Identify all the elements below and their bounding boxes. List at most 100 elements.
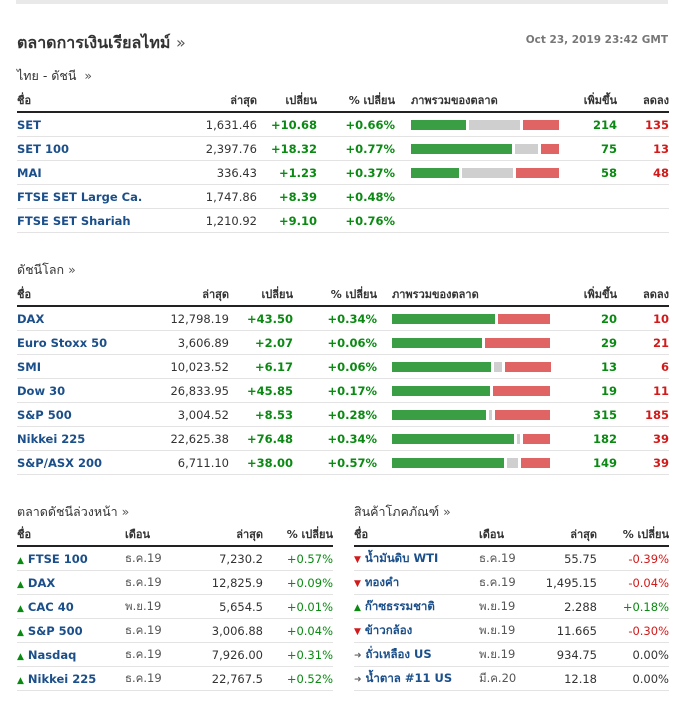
table-row[interactable]: FTSE SET Large Ca. 1,747.86 +8.39 +0.48% (17, 184, 669, 209)
page-title-arrow: » (176, 33, 186, 52)
instrument-name-link[interactable]: ถั่วเหลือง US (365, 646, 432, 661)
advance-segment (392, 361, 491, 372)
market-breadth-bar (392, 313, 550, 324)
decline-count: 135 (617, 112, 669, 137)
table-row[interactable]: ▲ DAX ธ.ค.19 12,825.9 +0.09% (17, 570, 333, 595)
table-row[interactable]: SET 1,631.46 +10.68 +0.66% 214 135 (17, 112, 669, 137)
instrument-name-link[interactable]: CAC 40 (27, 599, 74, 614)
market-breadth-bar (392, 337, 550, 348)
table-row[interactable]: Dow 30 26,833.95 +45.85 +0.17% 19 11 (17, 378, 669, 403)
table-row[interactable]: Euro Stoxx 50 3,606.89 +2.07 +0.06% 29 21 (17, 330, 669, 355)
table-row[interactable]: MAI 336.43 +1.23 +0.37% 58 48 (17, 160, 669, 185)
table-row[interactable]: ▲ FTSE 100 ธ.ค.19 7,230.2 +0.57% (17, 546, 333, 571)
index-name-link[interactable]: S&P 500 (17, 402, 147, 427)
section-title-thai[interactable]: ไทย - ดัชนี » (17, 68, 93, 83)
table-row[interactable]: ▲ CAC 40 พ.ย.19 5,654.5 +0.01% (17, 594, 333, 619)
top-border (16, 0, 668, 4)
advance-segment (411, 119, 466, 130)
section-title-world[interactable]: ดัชนีโลก » (17, 262, 76, 277)
advance-segment (392, 313, 495, 324)
table-row[interactable]: Nikkei 225 22,625.38 +76.48 +0.34% 182 39 (17, 426, 669, 451)
last-price: 3,004.52 (147, 402, 229, 427)
col-decline: ลดลง (617, 282, 669, 307)
price-change: +18.32 (257, 136, 317, 161)
unchanged-segment (507, 457, 518, 468)
last-price: 12.18 (534, 666, 597, 691)
table-row[interactable]: SMI 10,023.52 +6.17 +0.06% 13 6 (17, 354, 669, 379)
market-overview-cell (395, 160, 559, 185)
market-overview-cell (377, 354, 553, 379)
decline-count: 39 (617, 450, 669, 475)
table-row[interactable]: ▼ ทองคำ ธ.ค.19 1,495.15 -0.04% (354, 570, 669, 595)
name-cell: ▲ ก๊าซธรรมชาติ (354, 594, 479, 619)
up-arrow-icon: ▲ (17, 675, 24, 686)
unchanged-segment (517, 433, 520, 444)
table-row[interactable]: ▲ Nasdaq ธ.ค.19 7,926.00 +0.31% (17, 642, 333, 667)
percent-change: +0.34% (293, 426, 377, 451)
table-row[interactable]: ➜ ถั่วเหลือง US พ.ย.19 934.75 0.00% (354, 642, 669, 667)
index-name-link[interactable]: S&P/ASX 200 (17, 450, 147, 475)
table-row[interactable]: ▲ ก๊าซธรรมชาติ พ.ย.19 2.288 +0.18% (354, 594, 669, 619)
price-change: +8.53 (229, 402, 293, 427)
index-name-link[interactable]: DAX (17, 306, 147, 331)
table-row[interactable]: S&P/ASX 200 6,711.10 +38.00 +0.57% 149 39 (17, 450, 669, 475)
table-row[interactable]: S&P 500 3,004.52 +8.53 +0.28% 315 185 (17, 402, 669, 427)
table-row[interactable]: ▲ S&P 500 ธ.ค.19 3,006.88 +0.04% (17, 618, 333, 643)
table-row[interactable]: FTSE SET Shariah 1,210.92 +9.10 +0.76% (17, 208, 669, 233)
market-overview-cell (377, 426, 553, 451)
instrument-name-link[interactable]: DAX (27, 575, 56, 590)
last-price: 11.665 (534, 618, 597, 643)
index-name-link[interactable]: SMI (17, 354, 147, 379)
contract-month: ธ.ค.19 (479, 546, 534, 571)
instrument-name-link[interactable]: ข้าวกล้อง (364, 622, 413, 637)
name-cell: ▲ Nasdaq (17, 642, 125, 667)
table-row[interactable]: SET 100 2,397.76 +18.32 +0.77% 75 13 (17, 136, 669, 161)
market-breadth-bar (392, 361, 551, 372)
instrument-name-link[interactable]: ก๊าซธรรมชาติ (364, 598, 435, 613)
contract-month: ธ.ค.19 (125, 570, 183, 595)
name-cell: ▼ น้ำมันดิบ WTI (354, 546, 479, 571)
page-title[interactable]: ตลาดการเงินเรียลไทม์ » (17, 31, 186, 56)
decline-segment (523, 119, 559, 130)
decline-segment (505, 361, 551, 372)
table-row[interactable]: ▲ Nikkei 225 ธ.ค.19 22,767.5 +0.52% (17, 666, 333, 691)
percent-change: +0.04% (263, 618, 333, 643)
last-price: 12,798.19 (147, 306, 229, 331)
instrument-name-link[interactable]: น้ำมันดิบ WTI (364, 550, 439, 565)
percent-change: +0.76% (317, 208, 395, 233)
table-row[interactable]: ➜ น้ำตาล #11 US มี.ค.20 12.18 0.00% (354, 666, 669, 691)
market-overview-cell (395, 136, 559, 161)
index-name-link[interactable]: FTSE SET Large Ca. (17, 184, 162, 209)
decline-count: 39 (617, 426, 669, 451)
table-row[interactable]: ▼ น้ำมันดิบ WTI ธ.ค.19 55.75 -0.39% (354, 546, 669, 571)
index-name-link[interactable]: Nikkei 225 (17, 426, 147, 451)
section-title-futures[interactable]: ตลาดดัชนีล่วงหน้า » (17, 504, 130, 519)
table-row[interactable]: ▼ ข้าวกล้อง พ.ย.19 11.665 -0.30% (354, 618, 669, 643)
percent-change: +0.57% (293, 450, 377, 475)
index-name-link[interactable]: SET 100 (17, 136, 162, 161)
index-name-link[interactable]: Euro Stoxx 50 (17, 330, 147, 355)
instrument-name-link[interactable]: Nasdaq (27, 647, 77, 662)
instrument-name-link[interactable]: FTSE 100 (27, 551, 88, 566)
instrument-name-link[interactable]: S&P 500 (27, 623, 83, 638)
index-name-link[interactable]: SET (17, 112, 162, 137)
section-title-commodities[interactable]: สินค้าโภคภัณฑ์ » (354, 504, 451, 519)
index-name-link[interactable]: Dow 30 (17, 378, 147, 403)
instrument-name-link[interactable]: ทองคำ (364, 574, 400, 589)
instrument-name-link[interactable]: Nikkei 225 (27, 671, 97, 686)
instrument-name-link[interactable]: น้ำตาล #11 US (365, 670, 453, 685)
table-row[interactable]: DAX 12,798.19 +43.50 +0.34% 20 10 (17, 306, 669, 331)
market-overview-cell (395, 184, 553, 209)
index-name-link[interactable]: MAI (17, 160, 162, 185)
percent-change: +0.48% (317, 184, 395, 209)
col-market-overview: ภาพรวมของตลาด (377, 282, 553, 307)
price-change: +10.68 (257, 112, 317, 137)
col-last: ล่าสุด (162, 88, 257, 113)
index-name-link[interactable]: FTSE SET Shariah (17, 208, 162, 233)
timestamp: Oct 23, 2019 23:42 GMT (525, 34, 668, 46)
col-pct-change: % เปลี่ยน (317, 88, 395, 113)
market-breadth-bar (392, 433, 550, 444)
unchanged-segment (515, 143, 538, 154)
last-price: 934.75 (534, 642, 597, 667)
decline-segment (493, 385, 550, 396)
